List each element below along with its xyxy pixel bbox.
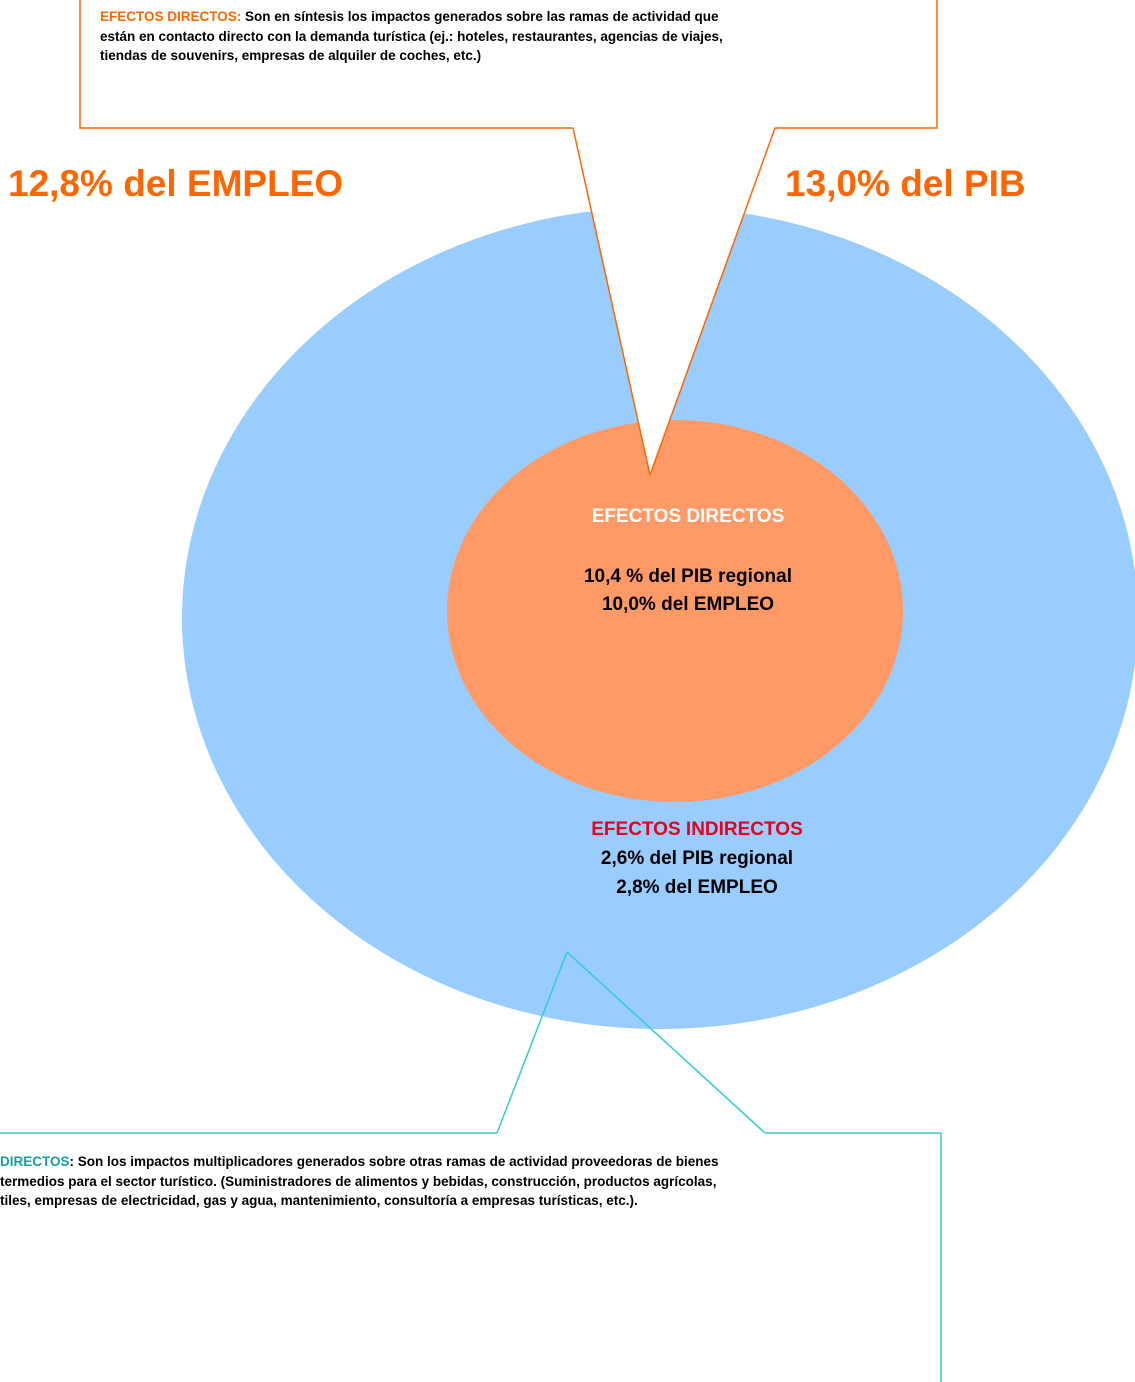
pointer-edge bbox=[649, 127, 776, 476]
callout-line: : Son los impactos multiplicadores gener… bbox=[70, 1154, 719, 1169]
pointer-edge bbox=[572, 127, 651, 476]
callout-text: DIRECTOS: Son los impactos multiplicador… bbox=[0, 1154, 718, 1169]
callout-line: tiendas de souvenirs, empresas de alquil… bbox=[100, 48, 481, 63]
inner-ellipse bbox=[447, 420, 903, 802]
top-callout-box bbox=[79, 0, 938, 129]
pointer-edge bbox=[566, 951, 766, 1134]
top-callout-pointer bbox=[573, 127, 775, 475]
outer-line: 2,6% del PIB regional bbox=[601, 848, 793, 869]
callout-line: Son en síntesis los impactos generados s… bbox=[241, 9, 719, 24]
pointer-edge bbox=[496, 951, 568, 1134]
outer-line: 2,8% del EMPLEO bbox=[616, 877, 778, 898]
employment-total: 12,8% del EMPLEO bbox=[8, 163, 343, 204]
callout-label: DIRECTOS bbox=[0, 1154, 70, 1169]
outer-title: EFECTOS INDIRECTOS bbox=[591, 819, 803, 840]
inner-line: 10,4 % del PIB regional bbox=[584, 566, 792, 587]
callout-text: EFECTOS DIRECTOS: Son en síntesis los im… bbox=[100, 9, 719, 24]
callout-line: termedios para el sector turístico. (Sum… bbox=[0, 1174, 716, 1189]
callout-line: tiles, empresas de electricidad, gas y a… bbox=[0, 1193, 638, 1208]
callout-label: EFECTOS DIRECTOS: bbox=[100, 9, 241, 24]
callout-line: están en contacto directo con la demanda… bbox=[100, 29, 723, 44]
inner-line: 10,0% del EMPLEO bbox=[602, 594, 774, 615]
inner-title: EFECTOS DIRECTOS bbox=[592, 506, 785, 527]
gdp-total: 13,0% del PIB bbox=[785, 163, 1026, 204]
bottom-callout bbox=[0, 951, 942, 1382]
